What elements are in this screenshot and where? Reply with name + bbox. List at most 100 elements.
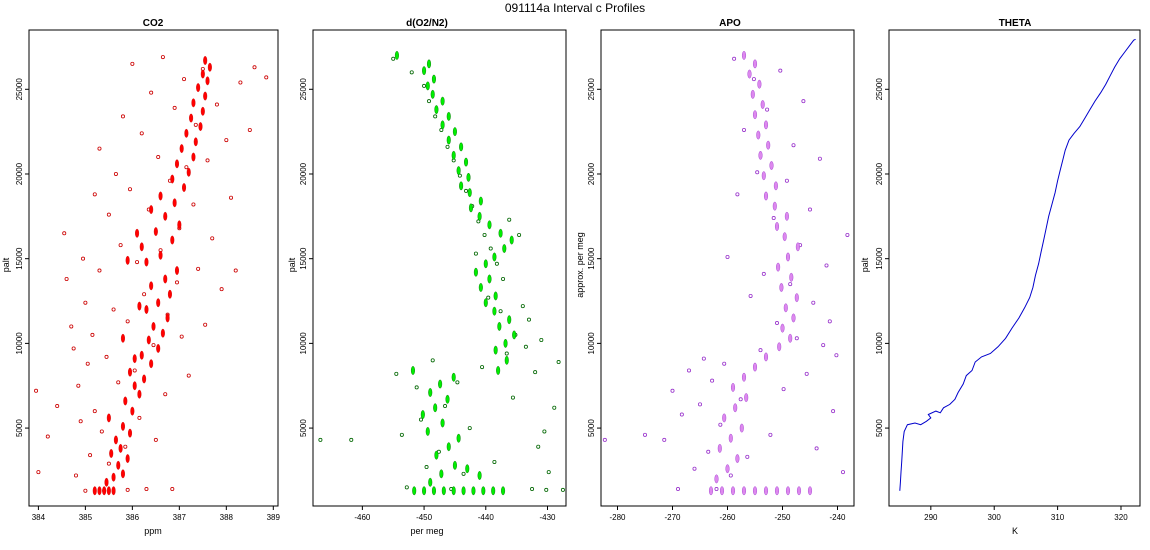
apo-data-point-filled	[775, 486, 780, 496]
o2n2-data-point	[443, 404, 448, 409]
apo-data-point	[841, 470, 846, 475]
o2n2-data-point-filled	[434, 450, 439, 460]
co2-data-point	[214, 102, 219, 107]
o2n2-data-point-filled	[492, 306, 497, 316]
apo-data-point-filled	[773, 181, 778, 191]
o2n2-data-point-filled	[465, 464, 470, 474]
o2n2-data-point-filled	[497, 322, 502, 331]
apo-data-point	[778, 68, 783, 73]
co2-data-point	[151, 343, 156, 348]
o2n2-data-point-filled	[493, 291, 498, 301]
co2-y-tick-label: 5000	[15, 419, 24, 437]
o2n2-data-point	[430, 358, 435, 363]
co2-data-point	[144, 487, 149, 492]
o2n2-data-point-filled	[451, 372, 456, 382]
apo-data-point-filled	[779, 283, 784, 292]
apo-data-point	[794, 336, 799, 341]
o2n2-data-point	[546, 470, 551, 475]
o2n2-data-point-filled	[473, 267, 478, 277]
theta-x-tick-label: 290	[924, 513, 938, 522]
apo-data-point-filled	[714, 474, 719, 484]
theta-x-tick-label: 310	[1051, 513, 1065, 522]
apo-data-point-filled	[731, 486, 736, 496]
co2-data-point	[137, 415, 142, 420]
o2n2-y-tick-label: 5000	[299, 419, 308, 437]
apo-data-point-filled	[766, 140, 771, 150]
o2n2-y-tick-label: 10000	[299, 332, 308, 355]
theta-y-axis-label: palt	[860, 257, 870, 272]
apo-data-point	[751, 77, 756, 82]
apo-data-point-filled	[775, 222, 780, 231]
co2-data-point-filled	[196, 83, 201, 92]
co2-data-point-filled	[118, 444, 123, 453]
apo-data-point	[701, 356, 706, 361]
co2-data-point-filled	[104, 477, 109, 487]
co2-data-point	[252, 65, 257, 70]
co2-x-tick-label: 388	[220, 513, 234, 522]
apo-data-point-filled	[739, 423, 744, 433]
co2-data-point-filled	[163, 211, 168, 221]
apo-data-point	[811, 300, 816, 305]
o2n2-data-point-filled	[428, 388, 433, 397]
co2-data-point-filled	[128, 428, 133, 438]
co2-data-point-filled	[106, 413, 111, 423]
o2n2-data-point-filled	[446, 135, 451, 145]
apo-data-point	[845, 232, 850, 237]
apo-data-point-filled	[783, 303, 788, 313]
co2-data-point	[34, 388, 39, 393]
co2-data-point-filled	[102, 486, 107, 496]
apo-data-point	[735, 192, 740, 197]
apo-data-point	[732, 56, 737, 61]
co2-data-point	[90, 332, 95, 337]
co2-data-point	[156, 155, 161, 160]
co2-data-point	[120, 114, 125, 119]
apo-data-point-filled	[742, 51, 747, 60]
apo-data-point-filled	[731, 383, 736, 392]
co2-data-point-filled	[146, 335, 151, 345]
co2-data-point-filled	[200, 69, 205, 79]
o2n2-data-point	[523, 344, 528, 349]
o2n2-panel: d(O2/N2) per meg palt	[287, 18, 448, 536]
co2-data-point-filled	[111, 472, 116, 482]
o2n2-data-point	[445, 144, 450, 149]
apo-data-point-filled	[776, 262, 781, 272]
co2-data-point-filled	[184, 128, 189, 138]
co2-data-point	[81, 256, 86, 261]
co2-data-point-filled	[191, 152, 196, 162]
apo-y-tick-label: 25000	[587, 78, 596, 101]
co2-data-point	[186, 373, 191, 378]
o2n2-data-point-filled	[456, 433, 461, 443]
apo-data-point-filled	[764, 120, 769, 130]
o2n2-data-point-filled	[445, 394, 450, 404]
apo-data-point	[771, 216, 776, 221]
co2-data-point	[106, 212, 111, 217]
co2-data-point	[130, 61, 135, 66]
o2n2-data-point	[409, 70, 414, 75]
theta-y-tick-label: 5000	[875, 419, 884, 437]
o2n2-data-point	[473, 251, 478, 256]
co2-data-point-filled	[149, 205, 154, 214]
apo-data-point	[765, 107, 770, 112]
co2-data-point-filled	[186, 167, 191, 177]
o2n2-data-point	[424, 465, 429, 470]
apo-data-point	[662, 437, 667, 442]
co2-panel: CO2 ppm palt	[1, 18, 164, 536]
o2n2-data-point-filled	[452, 127, 457, 137]
co2-data-point	[69, 324, 74, 329]
theta-y-tick-label: 15000	[875, 247, 884, 270]
o2n2-plot-frame	[312, 29, 567, 507]
co2-data-point	[238, 80, 243, 85]
apo-data-point-filled	[764, 191, 769, 201]
apo-panel-title: APO	[719, 18, 741, 29]
o2n2-data-point	[536, 444, 541, 449]
apo-data-point	[670, 388, 675, 393]
o2n2-data-point-filled	[459, 181, 464, 191]
apo-data-point-filled	[742, 372, 747, 382]
co2-data-point	[174, 280, 179, 285]
o2n2-data-point-filled	[440, 96, 445, 106]
apo-data-point	[804, 371, 809, 376]
co2-data-point-filled	[132, 381, 137, 391]
o2n2-data-point-filled	[467, 188, 472, 198]
co2-data-point-filled	[179, 144, 184, 153]
